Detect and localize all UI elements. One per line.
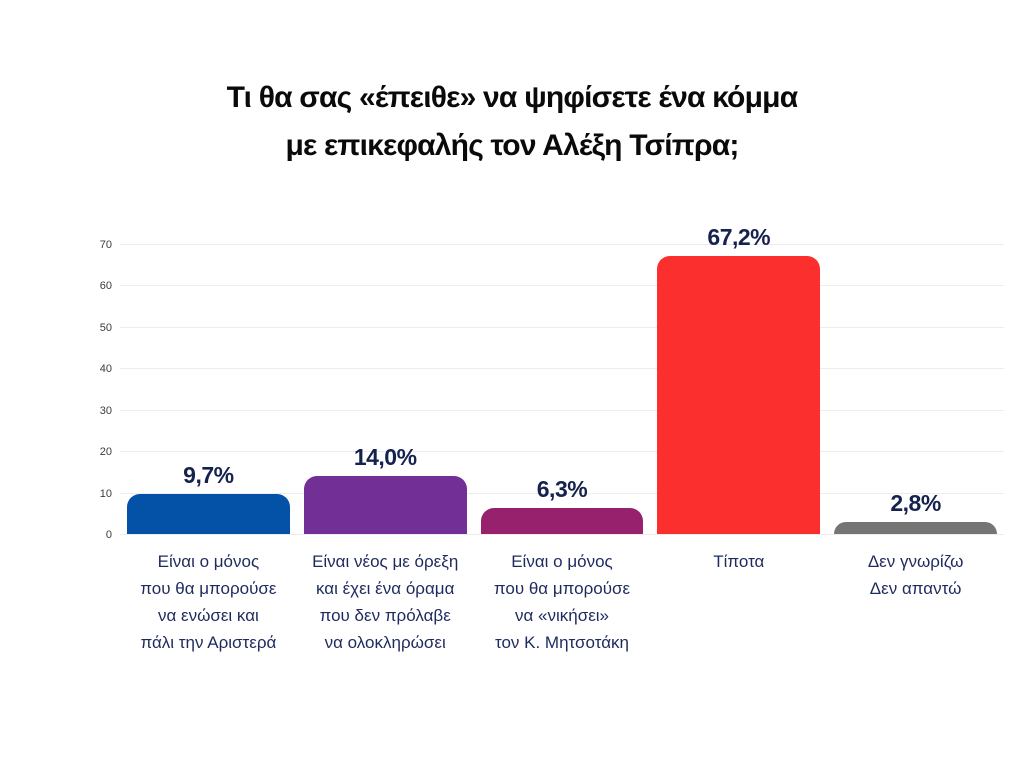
bar-slot: 9,7% Είναι ο μόνος που θα μπορούσε να ενώσε… bbox=[120, 244, 297, 652]
chart-title-line-2: με επικεφαλής τον Αλέξη Τσίπρα; bbox=[285, 129, 739, 162]
category-label-line: και έχει ένα όραμα bbox=[315, 579, 455, 598]
category-label: Είναι ο μόνος που θα μπορούσε να ενώσει κα… bbox=[114, 548, 303, 656]
category-label-line: Δεν γνωρίζω bbox=[867, 552, 964, 571]
category-label-line: Είναι ο μόνος bbox=[511, 552, 613, 571]
y-axis-tick-label: 30 bbox=[99, 404, 112, 417]
category-label-line: Είναι ο μόνος bbox=[157, 552, 260, 571]
y-axis-tick-label: 0 bbox=[105, 529, 112, 541]
category-label: Είναι ο μόνος που θα μπορούσε να «νικήσει»… bbox=[468, 548, 657, 656]
bar-slot: 67,2% Τίποτα bbox=[650, 224, 827, 571]
y-axis-tick-label: 20 bbox=[99, 446, 112, 459]
category-label: Τίποτα bbox=[644, 548, 833, 575]
gridline bbox=[120, 368, 1004, 370]
category-label-line: να ολοκληρώσει bbox=[324, 633, 446, 652]
bar bbox=[834, 522, 997, 534]
gridline bbox=[120, 492, 1004, 494]
category-label-line: τον Κ. Μητσοτάκη bbox=[494, 633, 629, 652]
bar-value-label: 9,7% bbox=[183, 461, 234, 488]
y-axis-tick-label: 60 bbox=[99, 280, 112, 293]
category-label-line: που θα μπορούσε bbox=[140, 579, 277, 598]
category-label: Είναι νέος με όρεξη και έχει ένα όραμα που… bbox=[291, 548, 480, 656]
bar-slot: 14,0% Είναι νέος με όρεξη και έχει ένα όρα… bbox=[297, 244, 474, 652]
category-label-line: πάλι την Αριστερά bbox=[140, 633, 277, 652]
category-label: Δεν γνωρίζω Δεν απαντώ bbox=[821, 548, 1010, 602]
gridline bbox=[120, 285, 1004, 287]
bar bbox=[303, 476, 467, 534]
category-label-line: να ενώσει και bbox=[157, 606, 259, 625]
category-label-line: που θα μπορούσε bbox=[493, 579, 631, 598]
bar bbox=[657, 255, 821, 534]
gridline bbox=[120, 534, 1004, 535]
category-label-line: Είναι νέος με όρεξη bbox=[312, 552, 459, 571]
bar-value-label: 67,2% bbox=[707, 223, 771, 250]
category-label-line: που δεν πρόλαβε bbox=[319, 606, 451, 625]
bar-slot: 6,3% Είναι ο μόνος που θα μπορούσε να «νική… bbox=[474, 244, 651, 652]
plot-area: 0 10 20 30 40 50 60 70 9,7% Είναι ο μόνος που θα μ… bbox=[100, 224, 1004, 652]
bar bbox=[480, 507, 644, 534]
category-label-line: Δεν απαντώ bbox=[869, 579, 962, 598]
category-label-line: να «νικήσει» bbox=[514, 606, 610, 625]
bar-value-label: 2,8% bbox=[890, 490, 941, 517]
chart-title-line-1: Τι θα σας «έπειθε» να ψηφίσετε ένα κόμμα bbox=[226, 81, 799, 114]
y-axis-tick-label: 40 bbox=[99, 363, 112, 376]
gridline bbox=[120, 244, 1004, 245]
bar-slot: 2,8% Δεν γνωρίζω Δεν απαντώ bbox=[827, 244, 1004, 598]
category-label-line: Τίποτα bbox=[713, 552, 765, 571]
y-axis-tick-label: 70 bbox=[99, 239, 112, 251]
chart-title: Τι θα σας «έπειθε» να ψηφίσετε ένα κόμμα… bbox=[0, 74, 1024, 170]
gridline bbox=[120, 326, 1004, 328]
y-axis-tick-label: 50 bbox=[99, 321, 112, 334]
y-axis-tick-label: 10 bbox=[99, 487, 112, 500]
gridline bbox=[120, 451, 1004, 453]
bar-value-label: 6,3% bbox=[536, 475, 588, 502]
gridline bbox=[120, 409, 1004, 411]
bar bbox=[127, 493, 290, 534]
bar-value-label: 14,0% bbox=[353, 444, 417, 470]
